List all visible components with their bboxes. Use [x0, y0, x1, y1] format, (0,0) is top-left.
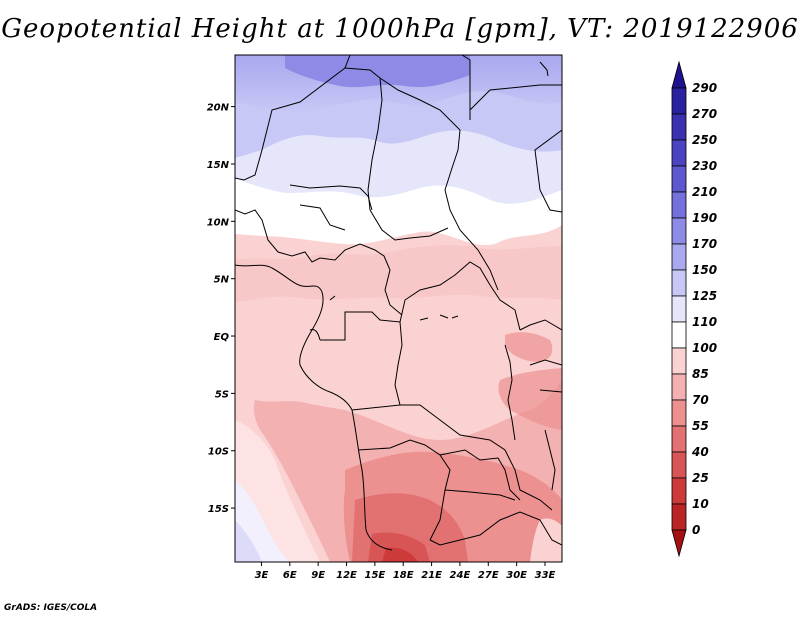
colorbar-label: 125	[692, 289, 717, 303]
lon-tick-label: 6E	[283, 570, 297, 581]
lon-tick-label: 21E	[421, 570, 442, 581]
lat-tick-label: 10N	[207, 217, 230, 228]
lat-tick-label: 5S	[215, 389, 229, 400]
colorbar-swatch	[671, 191, 687, 219]
lat-tick-label: 15S	[208, 504, 229, 515]
colorbar-swatch	[671, 425, 687, 453]
lon-tick-label: 9E	[311, 570, 325, 581]
colorbar-swatch	[671, 477, 687, 505]
colorbar-swatch	[671, 87, 687, 115]
lon-tick-label: 27E	[478, 570, 499, 581]
colorbar-label: 150	[692, 263, 717, 277]
lon-tick-label: 24E	[450, 570, 471, 581]
colorbar-swatch	[671, 217, 687, 245]
lat-tick-label: 5N	[214, 275, 230, 286]
colorbar-swatch	[671, 243, 687, 271]
colorbar-swatch	[671, 503, 687, 531]
grads-credit: GrADS: IGES/COLA	[4, 603, 98, 613]
lon-tick-label: 33E	[535, 570, 556, 581]
colorbar-label: 270	[692, 107, 717, 121]
latitude-axis: 20N 15N 10N 5N EQ 5S 10S 15S	[207, 103, 235, 515]
colorbar-swatch	[671, 321, 687, 349]
colorbar-swatch	[671, 295, 687, 323]
colorbar-label: 190	[692, 211, 717, 225]
colorbar-label: 230	[692, 159, 717, 173]
colorbar-label: 0	[692, 523, 700, 537]
colorbar-label: 25	[692, 471, 709, 485]
colorbar-swatch	[671, 451, 687, 479]
lon-tick-label: 3E	[255, 570, 269, 581]
colorbar-swatch	[671, 165, 687, 193]
colorbar-swatch	[671, 529, 687, 558]
colorbar-swatch	[671, 347, 687, 375]
colorbar-label: 55	[692, 419, 709, 433]
colorbar-swatch	[671, 139, 687, 167]
lat-tick-label: 10S	[208, 447, 229, 458]
lat-tick-label: 20N	[207, 103, 230, 114]
map-frame	[234, 54, 563, 563]
geopotential-field	[235, 55, 562, 562]
colorbar-label: 170	[692, 237, 717, 251]
colorbar-label: 70	[692, 393, 709, 407]
lon-tick-label: 30E	[506, 570, 527, 581]
colorbar: 2902702502302101901701501251101008570554…	[671, 60, 717, 558]
colorbar-label: 10	[692, 497, 709, 511]
colorbar-label: 40	[691, 445, 709, 459]
colorbar-swatch	[671, 113, 687, 141]
colorbar-swatch	[671, 399, 687, 427]
colorbar-label: 110	[692, 315, 717, 329]
country-borders	[235, 55, 562, 551]
colorbar-label: 100	[692, 341, 717, 355]
lat-tick-label: EQ	[214, 332, 230, 343]
colorbar-swatch	[671, 60, 687, 89]
colorbar-label: 250	[692, 133, 717, 147]
colorbar-swatch	[671, 373, 687, 401]
lat-tick-label: 15N	[207, 160, 230, 171]
colorbar-label: 210	[692, 185, 717, 199]
chart-title: Geopotential Height at 1000hPa [gpm], VT…	[1, 14, 799, 44]
colorbar-label: 85	[692, 367, 709, 381]
lon-tick-label: 12E	[336, 570, 357, 581]
lon-tick-label: 18E	[393, 570, 414, 581]
lon-tick-label: 15E	[364, 570, 385, 581]
longitude-axis: 3E 6E 9E 12E 15E 18E 21E 24E 27E 30E 33E	[255, 562, 556, 581]
colorbar-label: 290	[692, 81, 717, 95]
colorbar-swatch	[671, 269, 687, 297]
